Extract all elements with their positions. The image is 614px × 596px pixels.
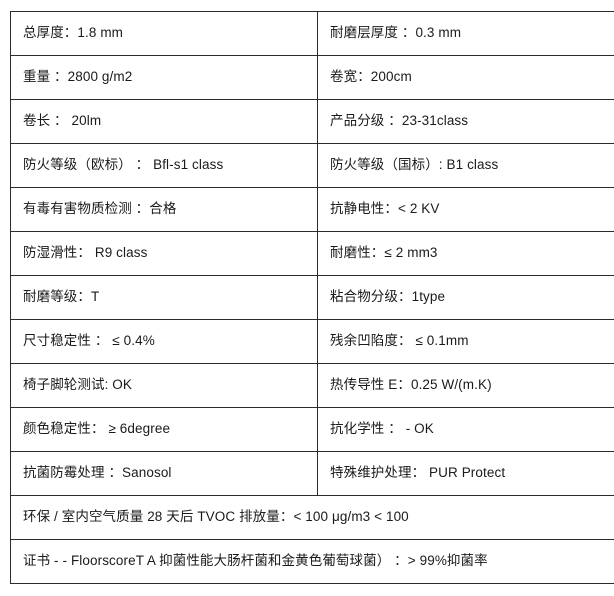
spec-cell-adhesive-grade: 粘合物分级：1type — [317, 275, 614, 320]
spec-cell-antistatic: 抗静电性：< 2 KV — [317, 187, 614, 232]
spec-cell-chemical-resistance: 抗化学性 ： - OK — [317, 407, 614, 452]
table-row: 防火等级（欧标） ： Bfl-s1 class 防火等级（国标）: B1 cla… — [10, 143, 614, 188]
spec-cell-fire-rating-gb: 防火等级（国标）: B1 class — [317, 143, 614, 188]
spec-cell-colour-fastness: 颜色稳定性： ≥ 6degree — [10, 407, 318, 452]
table-row: 有毒有害物质检测 ：合格 抗静电性：< 2 KV — [10, 187, 614, 232]
table-row: 椅子脚轮测试: OK 热传导性 E：0.25 W/(m.K) — [10, 363, 614, 408]
product-specification-table: 总厚度：1.8 mm 耐磨层厚度 ：0.3 mm 重量 ：2800 g/m2 卷… — [10, 11, 614, 584]
table-body: 总厚度：1.8 mm 耐磨层厚度 ：0.3 mm 重量 ：2800 g/m2 卷… — [10, 11, 614, 584]
table-row: 防湿滑性： R9 class 耐磨性：≤ 2 mm3 — [10, 231, 614, 276]
table-row: 尺寸稳定性 ： ≤ 0.4% 残余凹陷度： ≤ 0.1mm — [10, 319, 614, 364]
spec-cell-product-grade: 产品分级 ：23-31class — [317, 99, 614, 144]
spec-cell-antibacterial-treatment: 抗菌防霉处理 ：Sanosol — [10, 451, 318, 496]
spec-cell-special-maintenance: 特殊维护处理： PUR Protect — [317, 451, 614, 496]
spec-cell-residual-indentation: 残余凹陷度： ≤ 0.1mm — [317, 319, 614, 364]
spec-cell-dimensional-stability: 尺寸稳定性 ： ≤ 0.4% — [10, 319, 318, 364]
table-row: 总厚度：1.8 mm 耐磨层厚度 ：0.3 mm — [10, 11, 614, 56]
spec-cell-castor-chair-test: 椅子脚轮测试: OK — [10, 363, 318, 408]
spec-cell-wear-layer-thickness: 耐磨层厚度 ：0.3 mm — [317, 11, 614, 56]
table-row: 颜色稳定性： ≥ 6degree 抗化学性 ： - OK — [10, 407, 614, 452]
spec-cell-thermal-conductivity: 热传导性 E：0.25 W/(m.K) — [317, 363, 614, 408]
spec-cell-roll-width: 卷宽：200cm — [317, 55, 614, 100]
table-row: 抗菌防霉处理 ：Sanosol 特殊维护处理： PUR Protect — [10, 451, 614, 496]
spec-cell-fire-rating-en: 防火等级（欧标） ： Bfl-s1 class — [10, 143, 318, 188]
table-row: 重量 ：2800 g/m2 卷宽：200cm — [10, 55, 614, 100]
spec-cell-roll-length: 卷长 ： 20lm — [10, 99, 318, 144]
table-row: 证书 - - FloorscoreT A 抑菌性能大肠杆菌和金黄色葡萄球菌） ：… — [10, 539, 614, 584]
spec-cell-abrasion: 耐磨性：≤ 2 mm3 — [317, 231, 614, 276]
table-row: 耐磨等级：T 粘合物分级：1type — [10, 275, 614, 320]
spec-cell-indoor-air-quality-tvoc: 环保 / 室内空气质量 28 天后 TVOC 排放量：< 100 μg/m3 <… — [10, 495, 614, 540]
spec-cell-weight: 重量 ：2800 g/m2 — [10, 55, 318, 100]
table-row: 环保 / 室内空气质量 28 天后 TVOC 排放量：< 100 μg/m3 <… — [10, 495, 614, 540]
spec-cell-wear-grade: 耐磨等级：T — [10, 275, 318, 320]
spec-cell-certificates: 证书 - - FloorscoreT A 抑菌性能大肠杆菌和金黄色葡萄球菌） ：… — [10, 539, 614, 584]
spec-cell-toxic-substance-test: 有毒有害物质检测 ：合格 — [10, 187, 318, 232]
spec-cell-slip-resistance: 防湿滑性： R9 class — [10, 231, 318, 276]
spec-cell-total-thickness: 总厚度：1.8 mm — [10, 11, 318, 56]
table-row: 卷长 ： 20lm 产品分级 ：23-31class — [10, 99, 614, 144]
